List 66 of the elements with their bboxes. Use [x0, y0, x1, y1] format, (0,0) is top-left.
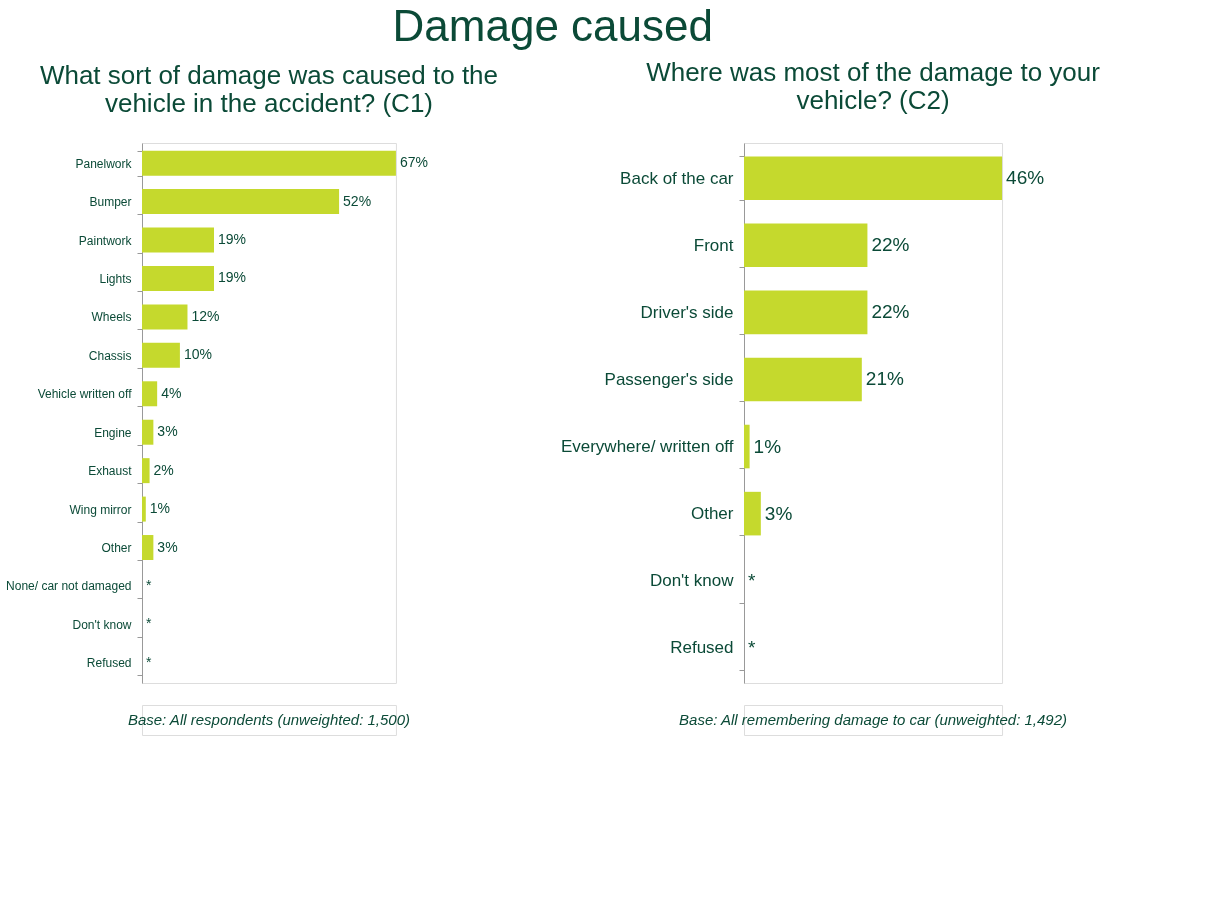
text: * [146, 576, 152, 593]
y-tick-label: Engine [94, 425, 132, 440]
data-label: 3% [157, 423, 178, 440]
data-label: 3% [157, 538, 178, 555]
y-tick-label: Wing mirror [69, 502, 132, 517]
bar [142, 496, 146, 522]
bar [744, 223, 868, 268]
data-label: 2% [153, 461, 174, 478]
data-label: 21% [865, 368, 904, 390]
data-label: 1% [149, 500, 171, 517]
bar [744, 491, 761, 536]
bar [142, 304, 188, 330]
bar [142, 227, 215, 253]
data-label: 4% [161, 384, 182, 401]
text: * [748, 569, 756, 591]
data-label: 10% [183, 346, 212, 363]
text: * [146, 653, 152, 670]
y-tick-label: Back of the car [620, 168, 734, 188]
bar [744, 156, 1003, 201]
y-tick-label: Exhaust [88, 464, 133, 479]
y-tick-label: Other [101, 541, 132, 556]
text: * [146, 615, 152, 632]
y-tick-label: None/ car not damaged [6, 579, 132, 594]
bar [744, 357, 862, 402]
data-label: 22% [871, 301, 910, 323]
text: Damage caused [392, 0, 713, 50]
bar [744, 424, 750, 469]
data-label: 12% [191, 307, 220, 324]
data-label: 19% [218, 231, 247, 248]
data-label: 67% [399, 154, 428, 171]
chart-subtitle: Where was most of the damage to your vehicle? (C2) [646, 57, 1101, 115]
y-tick-label: Refused [86, 656, 132, 671]
y-tick-label: Paintwork [78, 233, 133, 248]
y-tick-label: Everywhere/ written off [560, 437, 734, 457]
y-tick-label: Lights [99, 271, 132, 286]
y-tick-label: Front [693, 235, 734, 255]
y-tick-label: Bumper [89, 195, 132, 210]
y-tick-label: Don't know [649, 571, 735, 591]
bar [142, 535, 154, 561]
y-tick-label: Refused [670, 638, 734, 658]
chart-subtitle: What sort of damage was caused to the vehicle in the accident? (C1) [39, 60, 499, 118]
y-tick-label: Panelwork [75, 156, 133, 171]
bar [142, 458, 150, 484]
bar [142, 419, 154, 445]
data-label: 52% [343, 192, 372, 209]
bar [142, 342, 180, 368]
y-tick-label: Don't know [72, 617, 132, 632]
data-label: 22% [871, 234, 910, 256]
bar [142, 265, 215, 291]
y-tick-label: Driver's side [640, 302, 734, 322]
y-tick-label: Other [690, 504, 734, 524]
data-label: 19% [218, 269, 247, 286]
bar [744, 290, 868, 335]
y-tick-label: Passenger's side [604, 369, 734, 389]
text: Base: All respondents (unweighted: 1,500) [127, 711, 411, 728]
data-label: 46% [1006, 167, 1045, 189]
data-label: 1% [753, 435, 782, 457]
text: * [748, 636, 756, 658]
y-tick-label: Wheels [91, 310, 132, 325]
data-label: 3% [764, 502, 793, 524]
bar [142, 381, 158, 407]
bar [142, 189, 340, 215]
y-tick-label: Vehicle written off [37, 387, 133, 402]
bar [142, 150, 396, 176]
text: Base: All remembering damage to car (unweighted: 1,492) [679, 711, 1068, 728]
y-tick-label: Chassis [88, 348, 132, 363]
